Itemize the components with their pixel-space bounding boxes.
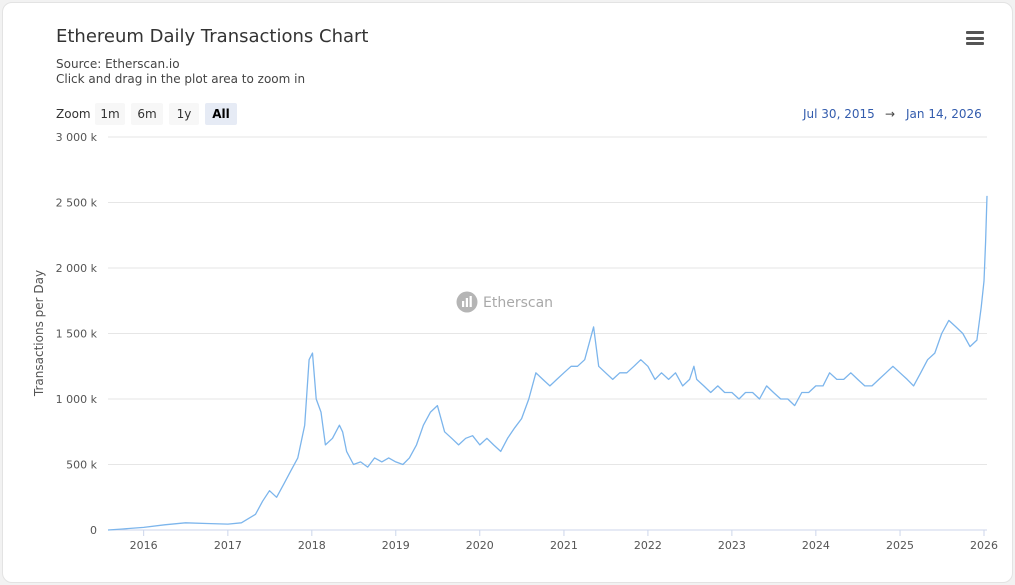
chart-title: Ethereum Daily Transactions Chart [56,26,369,47]
zoom-1y-button[interactable]: 1y [169,103,199,125]
y-tick-label: 3 000 k [56,131,98,144]
range-from[interactable]: Jul 30, 2015 [803,107,875,121]
range-to[interactable]: Jan 14, 2026 [906,107,982,121]
x-tick-label: 2019 [382,539,410,552]
y-tick-label: 2 000 k [56,262,98,275]
grid-lines [108,136,987,465]
x-tick-label: 2022 [634,539,662,552]
watermark: Etherscan [456,291,566,319]
etherscan-logo-icon [456,291,478,313]
x-tick-label: 2024 [802,539,830,552]
chart-source: Source: Etherscan.io [56,57,180,71]
chart-hint: Click and drag in the plot area to zoom … [56,72,306,86]
x-tick-label: 2017 [214,539,242,552]
y-tick-label: 1 000 k [56,393,98,406]
y-tick-label: 0 [90,524,97,537]
watermark-text: Etherscan [483,295,553,311]
zoom-1m-button[interactable]: 1m [95,103,125,125]
x-tick-label: 2023 [718,539,746,552]
y-axis-label: Transactions per Day [32,270,46,397]
x-tick-label: 2018 [298,539,326,552]
zoom-all-button[interactable]: All [205,103,237,125]
x-tick-label: 2026 [970,539,998,552]
zoom-label: Zoom [56,107,91,121]
range-arrow: → [885,107,896,121]
x-tick-label: 2025 [886,539,914,552]
series-line [107,195,988,531]
y-axis-ticks: 0 500 k 1 000 k 1 500 k 2 000 k 2 500 k 3 000 … [56,131,98,537]
y-tick-label: 1 500 k [56,328,98,341]
zoom-6m-button[interactable]: 6m [131,103,163,125]
x-tick-label: 2021 [550,539,578,552]
hamburger-menu-icon[interactable] [966,31,984,45]
x-axis-ticks: 2016 2017 2018 2019 2020 2021 2022 2023 2024 2025… [130,530,998,552]
y-tick-label: 2 500 k [56,197,98,210]
x-tick-label: 2020 [466,539,494,552]
y-tick-label: 500 k [66,459,97,472]
x-tick-label: 2016 [130,539,158,552]
